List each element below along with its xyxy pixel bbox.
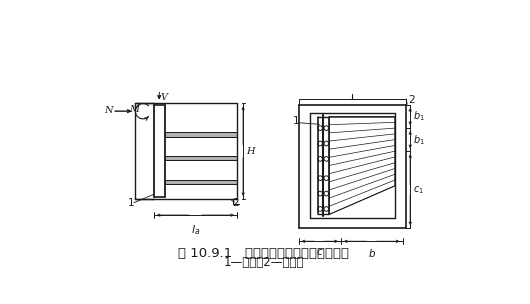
Polygon shape — [165, 180, 237, 184]
Text: H: H — [246, 147, 255, 156]
Polygon shape — [329, 116, 395, 214]
Text: 图 10.9.1   由锚板和直锚筋组成的预埋件: 图 10.9.1 由锚板和直锚筋组成的预埋件 — [179, 247, 349, 260]
Text: $c_1$: $c_1$ — [413, 184, 425, 195]
Text: M: M — [129, 105, 139, 114]
Text: $l_a$: $l_a$ — [191, 223, 200, 237]
Text: $b_1$: $b_1$ — [413, 133, 425, 147]
Text: $b$: $b$ — [368, 247, 376, 259]
Text: V: V — [161, 93, 167, 102]
Text: 2: 2 — [232, 198, 239, 208]
Polygon shape — [165, 156, 237, 161]
Text: 1—锚板；2—直锚筋: 1—锚板；2—直锚筋 — [224, 256, 304, 269]
Text: N: N — [104, 106, 113, 115]
Text: 1: 1 — [128, 198, 134, 208]
Text: 2: 2 — [408, 95, 414, 105]
Text: 1: 1 — [293, 116, 299, 126]
Polygon shape — [165, 132, 237, 136]
Text: $b_1$: $b_1$ — [413, 110, 425, 123]
Text: $c$: $c$ — [316, 247, 323, 257]
